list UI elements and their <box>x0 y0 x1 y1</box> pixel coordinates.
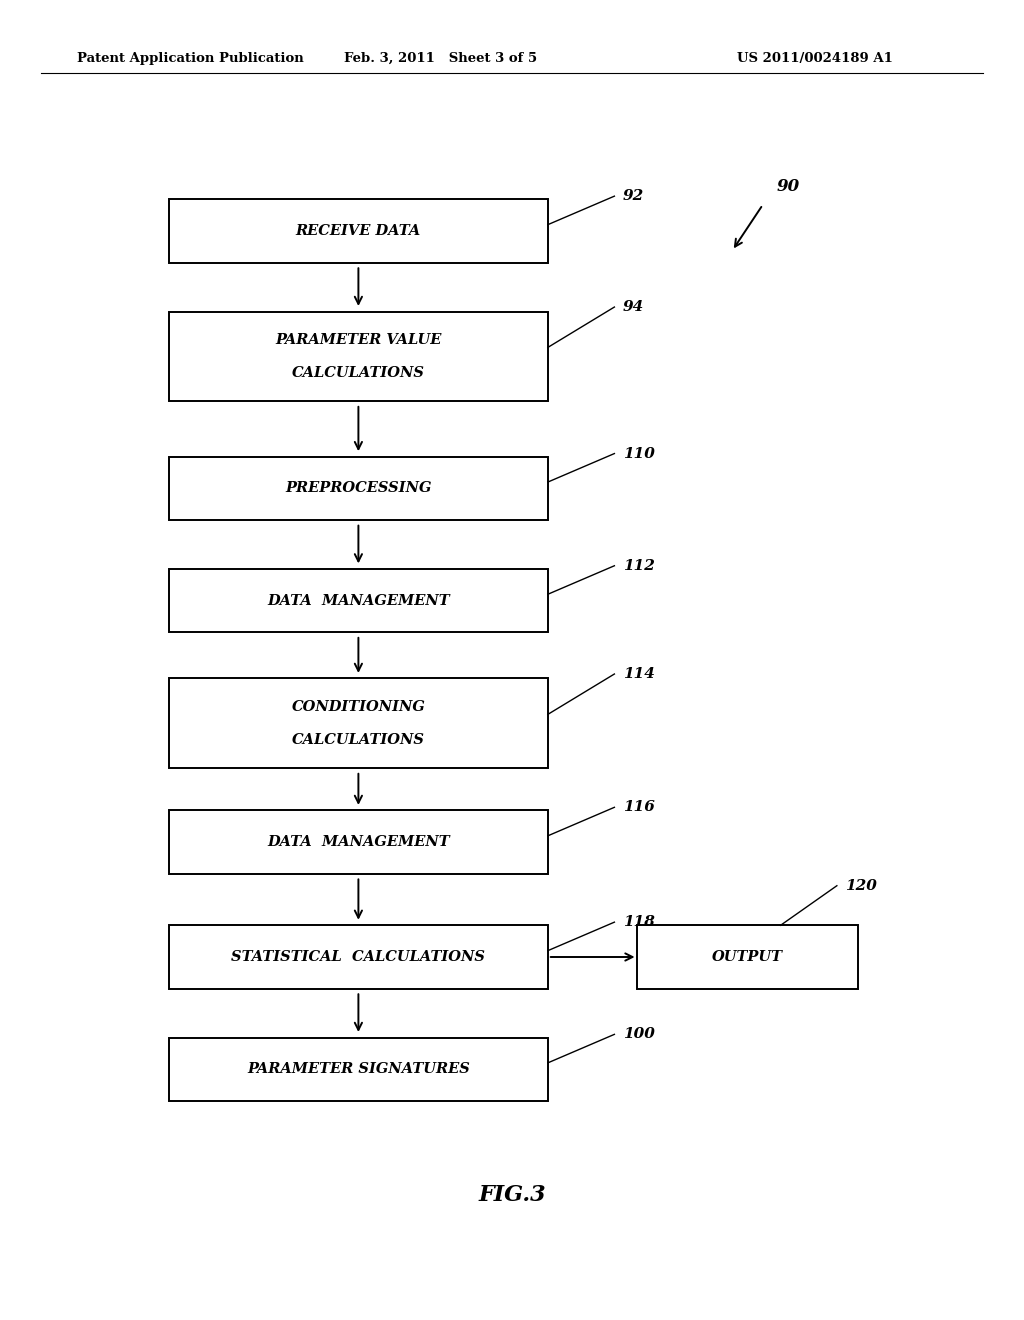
Text: 116: 116 <box>623 800 654 814</box>
FancyBboxPatch shape <box>169 457 548 520</box>
FancyBboxPatch shape <box>169 925 548 989</box>
Text: FIG.3: FIG.3 <box>478 1184 546 1205</box>
Text: 100: 100 <box>623 1027 654 1041</box>
Text: 94: 94 <box>623 300 644 314</box>
Text: Patent Application Publication: Patent Application Publication <box>77 51 303 65</box>
FancyBboxPatch shape <box>637 925 857 989</box>
Text: OUTPUT: OUTPUT <box>712 950 783 964</box>
Text: CALCULATIONS: CALCULATIONS <box>292 366 425 380</box>
Text: Feb. 3, 2011   Sheet 3 of 5: Feb. 3, 2011 Sheet 3 of 5 <box>344 51 537 65</box>
Text: 90: 90 <box>776 178 800 195</box>
Text: 120: 120 <box>845 879 877 892</box>
FancyBboxPatch shape <box>169 1038 548 1101</box>
Text: 118: 118 <box>623 915 654 929</box>
FancyBboxPatch shape <box>169 569 548 632</box>
FancyBboxPatch shape <box>169 810 548 874</box>
FancyBboxPatch shape <box>169 199 548 263</box>
Text: CONDITIONING: CONDITIONING <box>292 700 425 714</box>
Text: 110: 110 <box>623 446 654 461</box>
Text: PARAMETER SIGNATURES: PARAMETER SIGNATURES <box>247 1063 470 1076</box>
Text: 112: 112 <box>623 558 654 573</box>
Text: US 2011/0024189 A1: US 2011/0024189 A1 <box>737 51 893 65</box>
Text: DATA  MANAGEMENT: DATA MANAGEMENT <box>267 594 450 607</box>
Text: RECEIVE DATA: RECEIVE DATA <box>296 224 421 238</box>
Text: PREPROCESSING: PREPROCESSING <box>285 482 432 495</box>
Text: STATISTICAL  CALCULATIONS: STATISTICAL CALCULATIONS <box>231 950 485 964</box>
Text: 92: 92 <box>623 189 644 203</box>
Text: 114: 114 <box>623 667 654 681</box>
Text: DATA  MANAGEMENT: DATA MANAGEMENT <box>267 836 450 849</box>
FancyBboxPatch shape <box>169 312 548 401</box>
Text: PARAMETER VALUE: PARAMETER VALUE <box>275 333 441 347</box>
FancyBboxPatch shape <box>169 678 548 768</box>
Text: CALCULATIONS: CALCULATIONS <box>292 733 425 747</box>
